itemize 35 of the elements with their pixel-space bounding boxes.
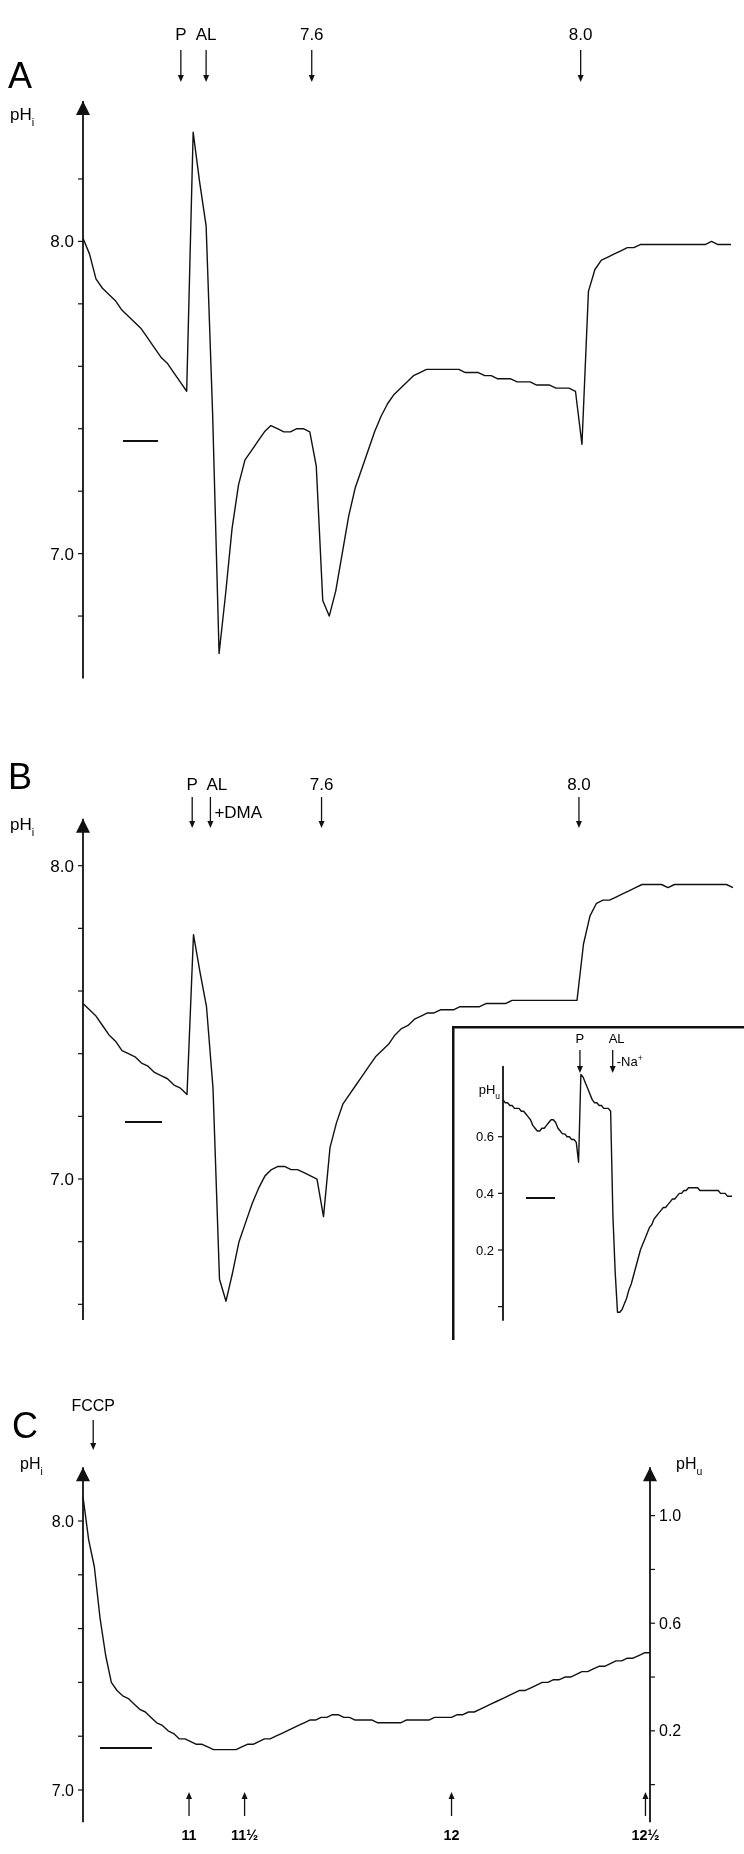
chart-title: B: [8, 756, 33, 797]
text: 8.0: [567, 775, 591, 794]
text: P: [186, 775, 198, 794]
text: 7.6: [309, 775, 334, 794]
text: 11½: [230, 1827, 259, 1843]
chart-title: C: [12, 1405, 38, 1446]
y2-tick-label: 0.6: [659, 1614, 682, 1632]
text: FCCP: [71, 1397, 115, 1414]
y-tick-label: 0.4: [475, 1185, 494, 1201]
y-axis-title: pH$_{i}$: [10, 105, 35, 128]
y-tick-label: 0.2: [475, 1242, 494, 1258]
y-tick-label: 8.0: [50, 856, 74, 876]
y-axis-title: pH$_{i}$: [20, 1455, 43, 1477]
y2-tick-label: 0.2: [659, 1722, 682, 1740]
text: 12½: [631, 1827, 660, 1843]
y-tick-label: 8.0: [51, 1512, 75, 1530]
y-tick-label: 7.0: [51, 1781, 75, 1799]
y-tick-label: 7.0: [50, 1169, 74, 1189]
annotation: P: [575, 1031, 585, 1046]
text: 11: [181, 1827, 197, 1843]
annotation: AL -Na$^{+}$: [608, 1031, 643, 1070]
text: 8.0: [568, 25, 593, 44]
y-tick-label: 0.6: [475, 1129, 494, 1145]
annotation: AL +DMA: [206, 775, 263, 823]
text: 12: [443, 1827, 460, 1843]
y-axis-title: pH$_{u}$: [478, 1082, 501, 1101]
y2-tick-label: 1.0: [659, 1507, 682, 1525]
text: AL: [195, 25, 217, 44]
text: 7.6: [299, 25, 324, 44]
chart-title: A: [8, 55, 33, 96]
y2-axis-title: pH$_{u}$: [676, 1455, 703, 1477]
text: P: [175, 25, 187, 44]
y-tick-label: 7.0: [50, 544, 74, 564]
y-axis-title: pH$_{i}$: [10, 815, 35, 838]
y-tick-label: 8.0: [50, 232, 74, 252]
